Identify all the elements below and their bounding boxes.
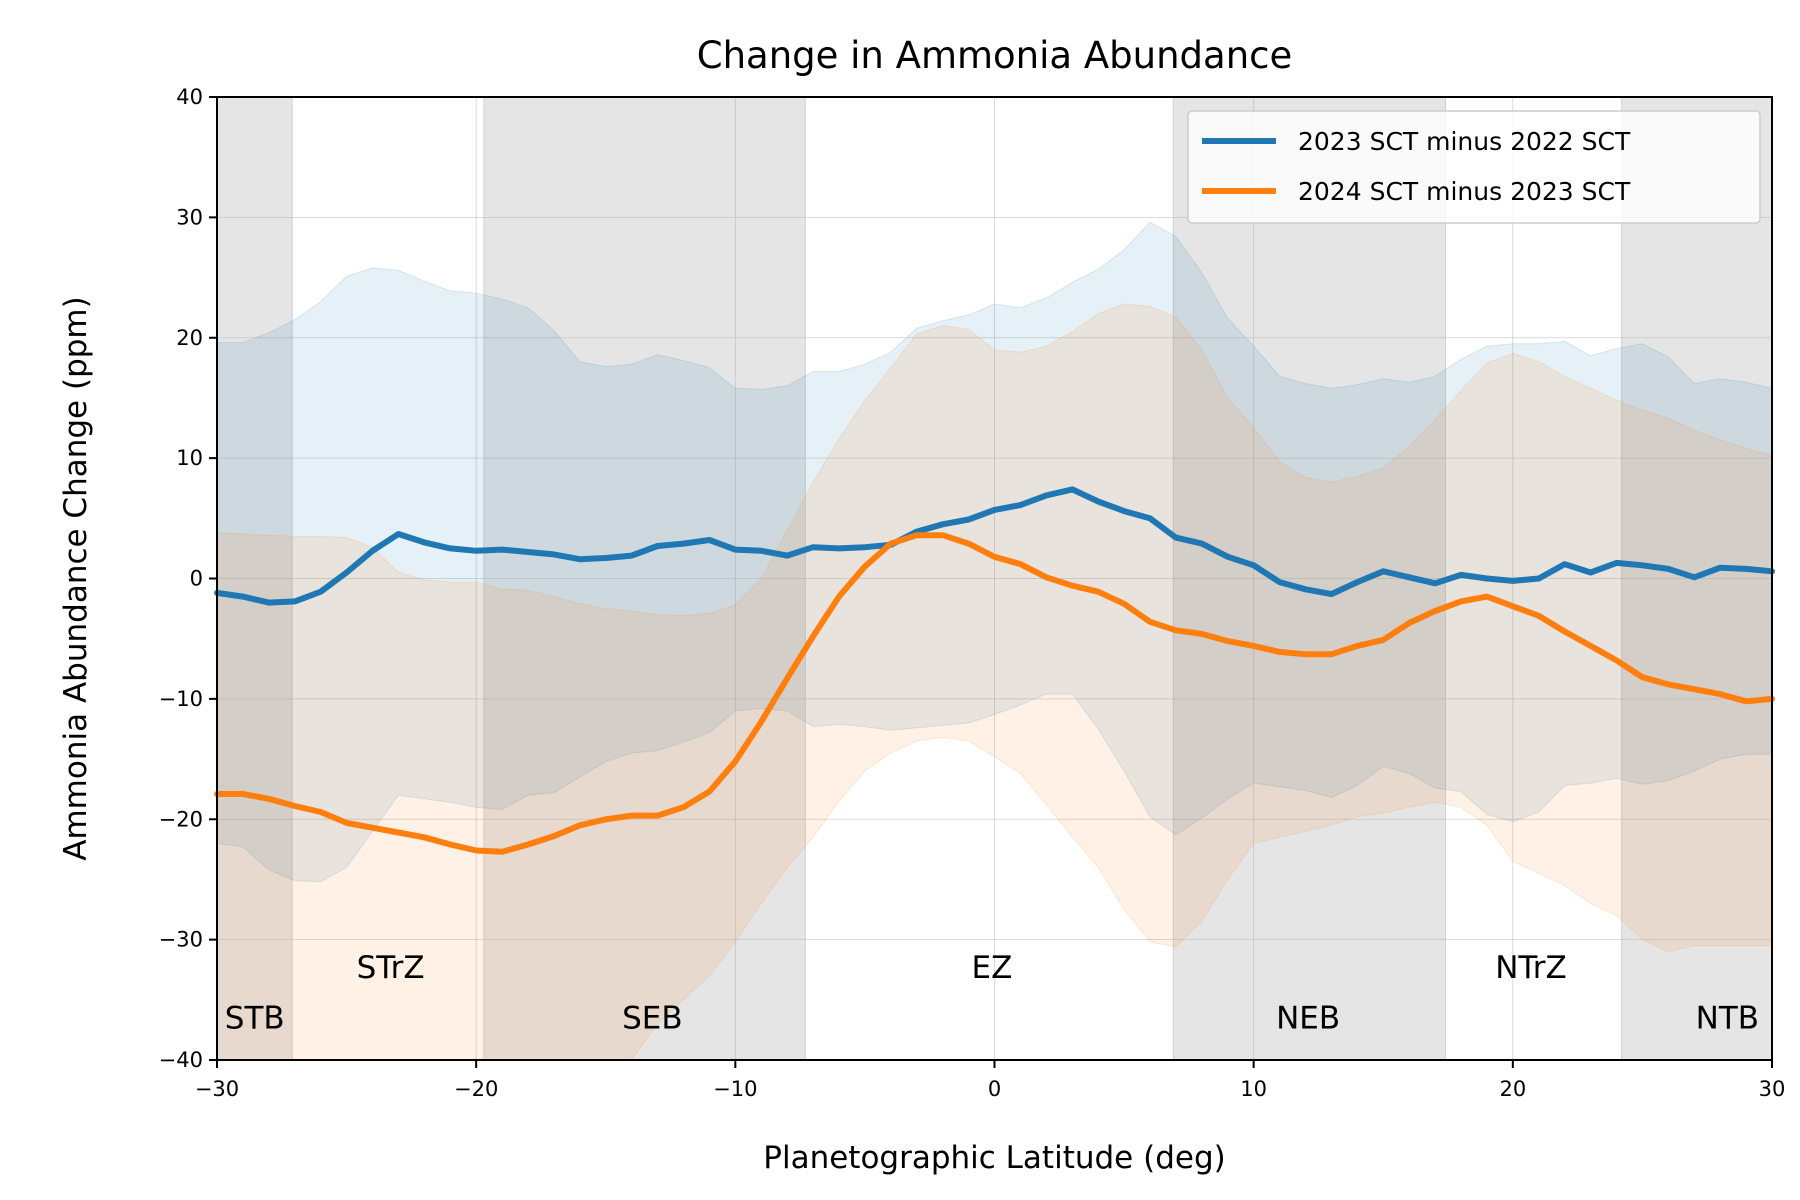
y-tick-label-neg20: −20 bbox=[159, 807, 203, 831]
legend-label-2023-minus-2022: 2023 SCT minus 2022 SCT bbox=[1298, 127, 1631, 156]
x-tick-label-20: 20 bbox=[1499, 1077, 1526, 1101]
region-labels: STB STrZ SEB EZ NEB NTrZ NTB bbox=[225, 950, 1759, 1037]
legend: 2023 SCT minus 2022 SCT 2024 SCT minus 2… bbox=[1187, 110, 1761, 224]
series-line-2023-sct-minus-2022-sct bbox=[214, 486, 1775, 606]
region-label-stb: STB bbox=[225, 1001, 285, 1037]
x-tick-label-neg30: −30 bbox=[195, 1077, 239, 1101]
region-label-neb: NEB bbox=[1276, 1001, 1340, 1037]
x-tick-label-neg20: −20 bbox=[454, 1077, 498, 1101]
x-axis-title: Planetographic Latitude (deg) bbox=[763, 1140, 1225, 1176]
x-axis-ticks: −30 −20 −10 0 10 20 30 bbox=[195, 1060, 1786, 1101]
y-tick-label-neg40: −40 bbox=[159, 1048, 203, 1072]
y-tick-label-40: 40 bbox=[176, 85, 203, 109]
y-tick-label-neg30: −30 bbox=[159, 928, 203, 952]
region-label-seb: SEB bbox=[622, 1001, 683, 1037]
x-tick-label-30: 30 bbox=[1759, 1077, 1786, 1101]
region-label-ez: EZ bbox=[971, 950, 1012, 986]
legend-box bbox=[1187, 110, 1761, 224]
y-tick-label-20: 20 bbox=[176, 326, 203, 350]
series-line-2024-sct-minus-2023-sct bbox=[214, 532, 1775, 855]
uncertainty-bands bbox=[216, 221, 1773, 1061]
x-tick-label-0: 0 bbox=[988, 1077, 1001, 1101]
x-tick-label-10: 10 bbox=[1240, 1077, 1267, 1101]
region-label-strz: STrZ bbox=[357, 950, 425, 986]
region-label-ntrz: NTrZ bbox=[1495, 950, 1567, 986]
legend-label-2024-minus-2023: 2024 SCT minus 2023 SCT bbox=[1298, 177, 1631, 206]
x-tick-label-neg10: −10 bbox=[713, 1077, 757, 1101]
y-tick-label-30: 30 bbox=[176, 205, 203, 229]
chart-title: Change in Ammonia Abundance bbox=[697, 34, 1293, 77]
y-axis-title: Ammonia Abundance Change (ppm) bbox=[58, 296, 94, 860]
data-series bbox=[214, 486, 1775, 855]
y-tick-label-neg10: −10 bbox=[159, 687, 203, 711]
y-axis-ticks: −40 −30 −20 −10 0 10 20 30 40 bbox=[159, 85, 217, 1072]
region-label-ntb: NTB bbox=[1696, 1001, 1759, 1037]
y-tick-label-0: 0 bbox=[190, 567, 203, 591]
y-tick-label-10: 10 bbox=[176, 446, 203, 470]
